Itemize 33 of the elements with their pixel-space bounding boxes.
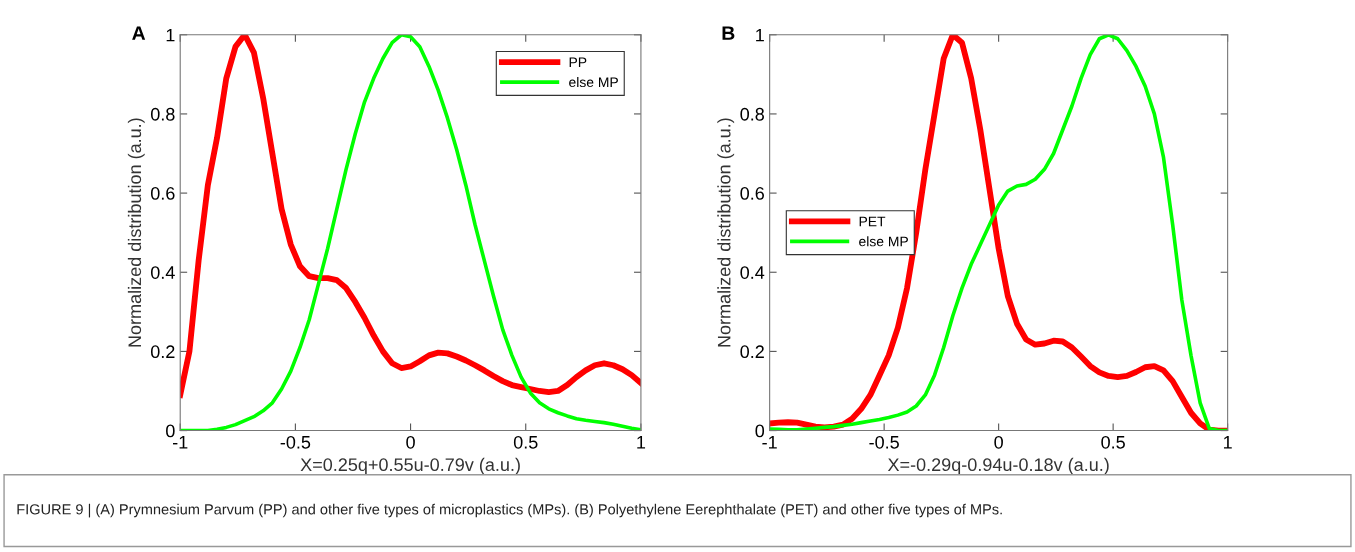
legend-label: else MP <box>859 236 908 247</box>
x-tick-label: -1 <box>172 436 188 449</box>
y-tick-label: 0.2 <box>150 345 175 359</box>
legend-label: PET <box>859 216 886 227</box>
y-tick-label: 0.6 <box>740 187 764 200</box>
y-tick-label: 0 <box>755 424 765 438</box>
x-tick-label: 1 <box>637 436 646 449</box>
x-tick-label: 1 <box>1223 436 1232 449</box>
y-axis-title: Normalized distribution (a.u.) <box>717 118 735 347</box>
y-tick-label: 0.8 <box>740 107 764 121</box>
chart-title: B <box>722 26 735 40</box>
x-tick-label: 0 <box>406 435 415 449</box>
y-tick-label: 0.4 <box>150 266 175 279</box>
x-axis-title: X=-0.29q-0.94u-0.18v (a.u.) <box>887 457 1109 475</box>
y-tick-label: 0 <box>166 424 175 438</box>
x-tick-label: -0.5 <box>869 435 899 449</box>
y-tick-label: 0.8 <box>150 107 175 121</box>
y-tick-label: 1 <box>756 28 764 42</box>
y-axis-title: Normalized distribution (a.u.) <box>127 118 145 347</box>
x-tick-label: -1 <box>762 436 777 449</box>
legend-label: else MP <box>569 76 618 88</box>
x-tick-label: 0 <box>994 435 1003 449</box>
y-tick-label: 0.4 <box>740 266 765 279</box>
y-tick-label: 0.6 <box>150 187 175 200</box>
x-tick-label: 0.5 <box>513 435 538 449</box>
x-tick-label: -0.5 <box>280 435 311 449</box>
chart-title: A <box>132 26 146 40</box>
x-axis-title: X=0.25q+0.55u-0.79v (a.u.) <box>300 457 520 475</box>
y-tick-label: 0.2 <box>740 345 764 359</box>
x-tick-label: 0.5 <box>1101 435 1125 449</box>
caption: FIGURE 9 | (A) Prymnesium Parvum (PP) and other five types of microplastics (MPs). (B) Polyethylene Eerephthalate (PET) and other five types of MPs. <box>17 503 1002 518</box>
legend-label: PP <box>569 57 587 68</box>
y-tick-label: 1 <box>166 28 175 42</box>
